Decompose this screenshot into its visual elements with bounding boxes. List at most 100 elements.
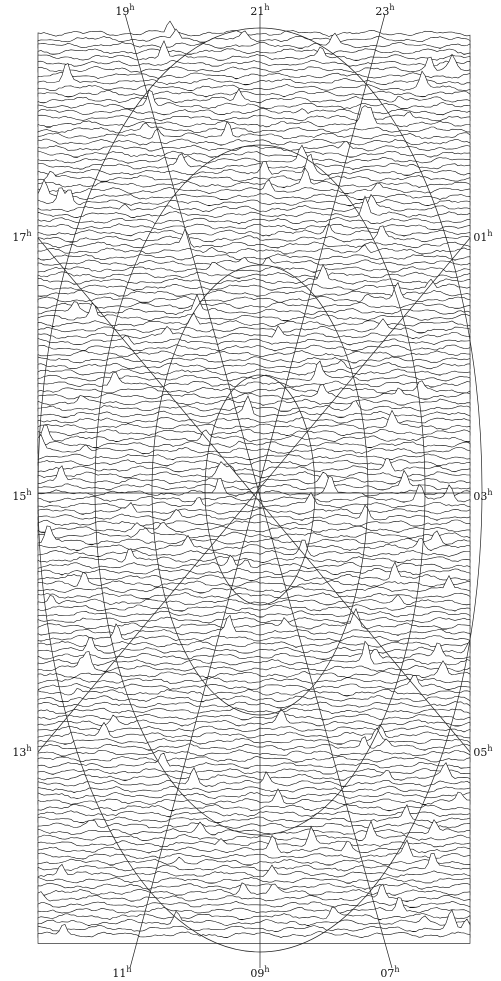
ridge-line (37, 122, 471, 140)
ridge-line (37, 153, 471, 182)
ridge-line (37, 475, 471, 503)
ridge-line (37, 293, 471, 321)
ridge-line (37, 167, 471, 194)
hour-value: 21 (250, 5, 264, 18)
ridge-line (37, 909, 471, 938)
meridian (124, 13, 393, 969)
ridge-line (37, 225, 471, 248)
ridge-line (37, 40, 471, 67)
ridge-line (37, 623, 471, 648)
ridge-line (37, 804, 471, 829)
hour-label: 19h (115, 3, 134, 18)
hour-unit: h (389, 3, 394, 12)
hour-unit: h (26, 229, 31, 238)
ridge-line (37, 195, 471, 224)
ridge-line (37, 924, 471, 944)
ridge-line (37, 170, 471, 188)
hour-label: 21h (250, 3, 269, 18)
ridge-line (37, 59, 471, 73)
ridge-line (37, 256, 471, 273)
ridge-line (37, 278, 471, 297)
ridge-line (37, 144, 471, 170)
ridge-line (37, 767, 471, 793)
ridge-line (37, 271, 471, 285)
ridge-line (37, 150, 471, 164)
ridge-line (37, 62, 471, 91)
hour-value: 09 (250, 967, 264, 980)
hour-label: 11h (112, 965, 131, 980)
hour-value: 03 (473, 490, 487, 503)
hour-value: 07 (380, 967, 394, 980)
ridge-line (37, 289, 471, 303)
hour-unit: h (26, 488, 31, 497)
hour-value: 15 (12, 490, 26, 503)
ridge-line (37, 675, 471, 696)
ridge-line (37, 525, 471, 551)
ridge-line (37, 839, 471, 866)
ridge-line (37, 409, 471, 436)
ridge-line (37, 380, 471, 400)
ridge-line (37, 32, 471, 55)
hour-label: 05h (473, 744, 492, 759)
ridge-line (37, 400, 471, 418)
ridge-line (37, 53, 471, 79)
hour-value: 01 (473, 231, 487, 244)
ridge-line (37, 539, 471, 563)
hour-unit: h (487, 229, 492, 238)
ridge-line (37, 48, 471, 61)
hour-unit: h (126, 965, 131, 974)
ridge-line (37, 483, 471, 509)
hour-value: 17 (12, 231, 26, 244)
ridge-line (37, 863, 471, 884)
hour-value: 19 (115, 5, 129, 18)
ridge-line (37, 28, 471, 49)
hour-label: 23h (375, 3, 394, 18)
coordinate-grid (37, 13, 483, 969)
ridge-line (37, 491, 471, 515)
ridge-line (37, 852, 471, 878)
ridge-line (37, 788, 471, 811)
ridge-line (37, 651, 471, 678)
ridge-line (37, 178, 471, 200)
ridge-line (37, 359, 471, 376)
ridge-line (37, 708, 471, 732)
ridge-line (37, 575, 471, 599)
ridge-line (37, 554, 471, 575)
ridge-line (37, 527, 471, 545)
ridge-lines (37, 20, 471, 944)
ridge-line (37, 688, 471, 702)
hour-value: 05 (473, 746, 487, 759)
ridge-line (37, 223, 471, 242)
hour-value: 23 (375, 5, 389, 18)
ridge-line (37, 264, 471, 291)
hour-unit: h (26, 744, 31, 753)
ridge-line (37, 395, 471, 412)
hour-unit: h (129, 3, 134, 12)
ridge-line (37, 910, 471, 932)
ridge-line (37, 424, 471, 448)
ridge-line (37, 561, 471, 587)
ridge-line (37, 302, 471, 327)
ridge-line (37, 608, 471, 636)
ridge-line (37, 416, 471, 430)
ridge-line (37, 153, 471, 176)
ridge-line (37, 302, 471, 315)
ridge-line (37, 614, 471, 642)
hour-unit: h (264, 3, 269, 12)
ridge-line (37, 325, 471, 345)
ridge-line (37, 571, 471, 593)
hour-label: 15h (12, 488, 31, 503)
ridge-line (37, 791, 471, 805)
ridge-line (37, 883, 471, 908)
ridge-line (37, 736, 471, 757)
ridge-line (37, 368, 471, 382)
ridge-line (37, 785, 471, 799)
hour-label: 03h (473, 488, 492, 503)
hour-label: 17h (12, 229, 31, 244)
ridge-line (37, 371, 471, 394)
ridge-line (37, 906, 471, 926)
hour-unit: h (394, 965, 399, 974)
hour-label: 07h (380, 965, 399, 980)
ridge-line (37, 120, 471, 146)
